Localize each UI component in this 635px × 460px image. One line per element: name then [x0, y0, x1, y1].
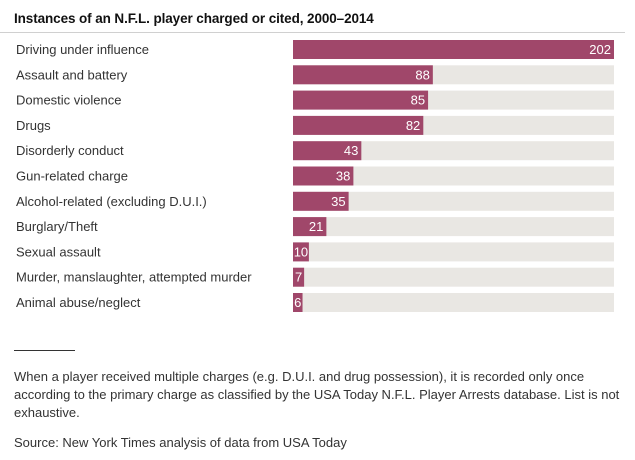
- bar-gun-related-charge: [293, 166, 354, 186]
- category-label-sexual-assault: Sexual assault: [16, 244, 101, 259]
- bar-murder-manslaughter-attempted-murder: [293, 267, 305, 287]
- value-label-domestic-violence: 85: [411, 93, 425, 108]
- value-label-burglary-theft: 21: [309, 219, 323, 234]
- bar-track-disorderly-conduct: [293, 141, 614, 161]
- bar-track-alcohol-related-excluding-d-u-i: [293, 191, 614, 211]
- category-label-gun-related-charge: Gun-related charge: [16, 169, 128, 184]
- title-divider: [0, 32, 625, 33]
- value-label-alcohol-related-excluding-d-u-i: 35: [331, 194, 345, 209]
- bar-animal-abuse-neglect: [293, 293, 303, 312]
- bar-track-gun-related-charge: [293, 166, 614, 186]
- value-label-sexual-assault: 10: [294, 244, 308, 259]
- bar-track-animal-abuse-neglect: [293, 293, 614, 312]
- category-label-driving-under-influence: Driving under influence: [16, 42, 149, 57]
- category-label-murder-manslaughter-attempted-murder: Murder, manslaughter, attempted murder: [16, 270, 252, 285]
- value-label-murder-manslaughter-attempted-murder: 7: [295, 270, 302, 285]
- bar-track-murder-manslaughter-attempted-murder: [293, 267, 614, 287]
- category-label-domestic-violence: Domestic violence: [16, 93, 122, 108]
- bar-track-sexual-assault: [293, 242, 614, 262]
- bar-assault-and-battery: [293, 65, 433, 85]
- value-label-assault-and-battery: 88: [415, 67, 429, 82]
- category-label-alcohol-related-excluding-d-u-i: Alcohol-related (excluding D.U.I.): [16, 194, 207, 209]
- category-label-burglary-theft: Burglary/Theft: [16, 219, 98, 234]
- value-label-disorderly-conduct: 43: [344, 143, 358, 158]
- category-label-animal-abuse-neglect: Animal abuse/neglect: [16, 295, 141, 310]
- bar-driving-under-influence: [293, 40, 614, 59]
- bar-burglary-theft: [293, 217, 327, 237]
- footnote: When a player received multiple charges …: [14, 369, 620, 420]
- chart-title: Instances of an N.F.L. player charged or…: [14, 11, 374, 26]
- category-label-assault-and-battery: Assault and battery: [16, 67, 128, 82]
- bar-disorderly-conduct: [293, 141, 362, 161]
- value-label-driving-under-influence: 202: [589, 42, 611, 57]
- bar-drugs: [293, 115, 424, 135]
- source-note: Source: New York Times analysis of data …: [14, 435, 347, 450]
- value-label-gun-related-charge: 38: [336, 169, 350, 184]
- category-label-disorderly-conduct: Disorderly conduct: [16, 143, 124, 158]
- category-label-drugs: Drugs: [16, 118, 51, 133]
- value-label-drugs: 82: [406, 118, 420, 133]
- footnote-divider: [14, 350, 75, 351]
- bar-sexual-assault: [293, 242, 309, 262]
- value-label-animal-abuse-neglect: 6: [294, 295, 301, 310]
- bar-alcohol-related-excluding-d-u-i: [293, 191, 349, 211]
- bar-domestic-violence: [293, 90, 429, 110]
- bar-chart: Driving under influence 202 Assault and ba…: [16, 40, 614, 312]
- bar-track-burglary-theft: [293, 217, 614, 237]
